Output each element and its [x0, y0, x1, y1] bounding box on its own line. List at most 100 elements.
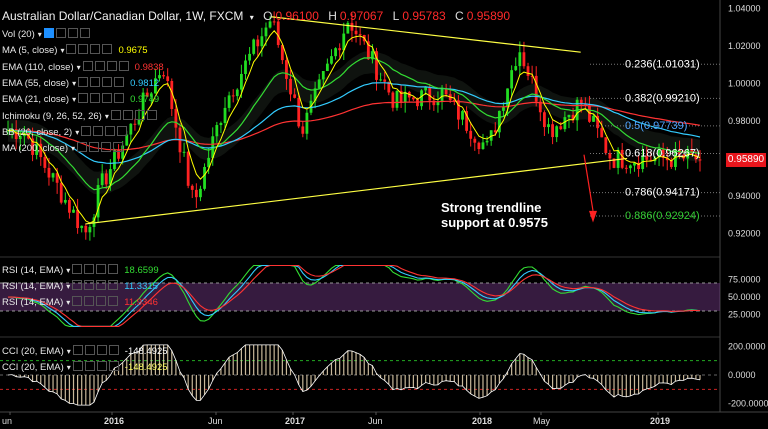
- candle-body: [190, 185, 194, 190]
- delete-icon[interactable]: [96, 280, 107, 290]
- candle-body: [137, 118, 141, 125]
- candle-body: [154, 78, 157, 94]
- delete-icon[interactable]: [96, 264, 107, 274]
- indicator-legend[interactable]: BB (20, close, 2) ▾: [2, 125, 128, 138]
- eye-icon[interactable]: [77, 142, 88, 153]
- indicator-legend[interactable]: Vol (20) ▾: [2, 28, 90, 40]
- chart-header[interactable]: Australian Dollar/Canadian Dollar, 1W, F…: [2, 9, 510, 23]
- more-icon[interactable]: [79, 28, 90, 38]
- fib-level-label: 0.382(0.99210): [625, 92, 700, 104]
- more-icon[interactable]: [108, 345, 119, 355]
- chevron-down-icon[interactable]: ▾: [72, 78, 77, 88]
- chevron-down-icon[interactable]: ▾: [66, 282, 71, 291]
- candle-body: [129, 123, 133, 135]
- chevron-down-icon[interactable]: ▾: [104, 111, 109, 121]
- indicator-legend[interactable]: Ichimoku (9, 26, 52, 26) ▾: [2, 109, 157, 122]
- indicator-legend[interactable]: MA (5, close) ▾ 0.9675: [2, 44, 148, 56]
- more-icon[interactable]: [108, 264, 119, 274]
- rsi-legend[interactable]: RSI (14, EMA) ▾ 18.6599: [2, 264, 159, 276]
- settings-icon[interactable]: [89, 142, 100, 153]
- eye-icon[interactable]: [81, 125, 92, 136]
- settings-icon[interactable]: [78, 44, 89, 55]
- candle-body: [571, 114, 575, 121]
- chevron-down-icon[interactable]: ▾: [66, 266, 71, 275]
- settings-icon[interactable]: [94, 60, 105, 71]
- settings-icon[interactable]: [90, 93, 101, 104]
- candle-body: [166, 76, 170, 82]
- more-icon[interactable]: [108, 361, 119, 371]
- delete-icon[interactable]: [102, 76, 113, 87]
- chevron-down-icon[interactable]: ▾: [71, 144, 76, 154]
- candle-body: [641, 156, 645, 170]
- more-icon[interactable]: [118, 60, 129, 71]
- symbol-title[interactable]: Australian Dollar/Canadian Dollar, 1W, F…: [2, 9, 244, 23]
- delete-icon[interactable]: [106, 60, 117, 71]
- more-icon[interactable]: [114, 93, 125, 104]
- candle-body: [608, 153, 612, 159]
- eye-icon[interactable]: [43, 28, 54, 38]
- more-icon[interactable]: [108, 280, 119, 290]
- settings-icon[interactable]: [55, 28, 66, 38]
- candle-body: [55, 173, 59, 183]
- more-icon[interactable]: [114, 76, 125, 87]
- more-icon[interactable]: [146, 109, 157, 120]
- candle-body: [43, 157, 47, 168]
- chevron-down-icon[interactable]: ▾: [66, 363, 71, 372]
- cci-legend[interactable]: CCI (20, EMA) ▾ -148.4925: [2, 361, 168, 373]
- delete-icon[interactable]: [102, 93, 113, 104]
- eye-icon[interactable]: [72, 296, 83, 306]
- indicator-legend[interactable]: MA (200, close) ▾: [2, 142, 124, 154]
- candle-body: [493, 130, 497, 133]
- fib-level-label: 0.886(0.92924): [625, 210, 700, 222]
- settings-icon[interactable]: [90, 76, 101, 87]
- delete-icon[interactable]: [96, 296, 107, 306]
- chevron-down-icon[interactable]: ▾: [37, 30, 42, 39]
- chevron-down-icon[interactable]: ▾: [60, 46, 65, 56]
- settings-icon[interactable]: [84, 264, 95, 274]
- settings-icon[interactable]: [84, 280, 95, 290]
- eye-icon[interactable]: [72, 345, 83, 355]
- delete-icon[interactable]: [134, 109, 145, 120]
- candle-body: [383, 79, 387, 82]
- chevron-down-icon[interactable]: ▾: [249, 13, 254, 22]
- eye-icon[interactable]: [78, 93, 89, 104]
- more-icon[interactable]: [117, 125, 128, 136]
- eye-icon[interactable]: [78, 76, 89, 87]
- rsi-legend[interactable]: RSI (14, EMA) ▾ 11.9346: [2, 296, 158, 308]
- eye-icon[interactable]: [72, 361, 83, 371]
- delete-icon[interactable]: [96, 361, 107, 371]
- delete-icon[interactable]: [105, 125, 116, 136]
- settings-icon[interactable]: [93, 125, 104, 136]
- rsi-axis-label: 25.0000: [728, 310, 761, 320]
- more-icon[interactable]: [108, 296, 119, 306]
- chevron-down-icon[interactable]: ▾: [66, 347, 71, 356]
- rsi-legend[interactable]: RSI (14, EMA) ▾ 11.3315: [2, 280, 158, 292]
- indicator-legend[interactable]: EMA (21, close) ▾ 0.9749: [2, 93, 159, 105]
- settings-icon[interactable]: [84, 296, 95, 306]
- eye-icon[interactable]: [110, 109, 121, 120]
- more-icon[interactable]: [102, 44, 113, 55]
- chevron-down-icon[interactable]: ▾: [76, 62, 81, 72]
- chevron-down-icon[interactable]: ▾: [75, 127, 80, 137]
- more-icon[interactable]: [113, 142, 124, 153]
- chevron-down-icon[interactable]: ▾: [66, 298, 71, 307]
- chevron-down-icon[interactable]: ▾: [72, 95, 77, 105]
- delete-icon[interactable]: [101, 142, 112, 153]
- eye-icon[interactable]: [66, 44, 77, 55]
- price-axis-label: 0.98000: [728, 116, 761, 126]
- eye-icon[interactable]: [72, 280, 83, 290]
- settings-icon[interactable]: [84, 345, 95, 355]
- eye-icon[interactable]: [72, 264, 83, 274]
- settings-icon[interactable]: [84, 361, 95, 371]
- eye-icon[interactable]: [82, 60, 93, 71]
- indicator-legend[interactable]: EMA (110, close) ▾ 0.9838: [2, 60, 164, 73]
- time-axis-label: 2016: [104, 416, 124, 426]
- delete-icon[interactable]: [96, 345, 107, 355]
- delete-icon[interactable]: [67, 28, 78, 38]
- delete-icon[interactable]: [90, 44, 101, 55]
- settings-icon[interactable]: [122, 109, 133, 120]
- indicator-legend[interactable]: EMA (55, close) ▾ 0.9812: [2, 76, 159, 89]
- low-value: 0.95783: [402, 9, 446, 23]
- cci-legend[interactable]: CCI (20, EMA) ▾ -148.4925: [2, 345, 168, 357]
